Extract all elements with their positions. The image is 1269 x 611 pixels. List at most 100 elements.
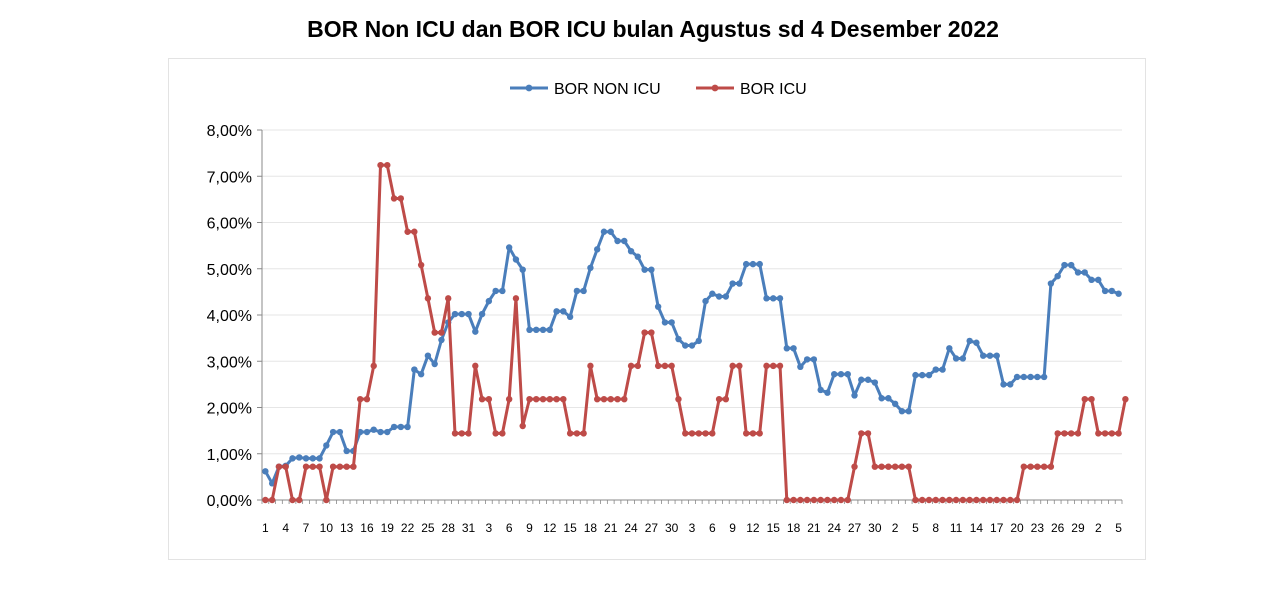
- x-tick-label: 2: [1095, 521, 1102, 535]
- data-point: [770, 362, 777, 370]
- data-point: [519, 266, 526, 273]
- data-point: [384, 161, 391, 169]
- data-point: [844, 496, 851, 504]
- data-point: [262, 496, 269, 504]
- data-point: [600, 228, 608, 235]
- data-point: [986, 496, 994, 504]
- data-point: [756, 430, 763, 437]
- data-point: [993, 352, 1000, 359]
- x-tick-label: 30: [868, 521, 882, 535]
- data-point: [919, 371, 926, 379]
- data-point: [898, 463, 906, 470]
- x-tick-label: 6: [506, 521, 513, 535]
- data-point: [932, 496, 939, 504]
- data-point: [363, 395, 371, 403]
- data-point: [262, 468, 269, 475]
- data-point: [912, 496, 919, 504]
- x-tick-label: 4: [282, 521, 289, 535]
- data-point: [451, 430, 459, 437]
- data-point: [939, 366, 946, 373]
- data-point: [519, 422, 526, 430]
- data-point: [1047, 463, 1055, 470]
- data-point: [505, 395, 513, 403]
- data-point: [607, 395, 614, 403]
- data-point: [560, 308, 567, 315]
- x-tick-label: 18: [584, 521, 598, 535]
- x-tick-label: 10: [320, 521, 334, 535]
- data-point: [871, 463, 879, 470]
- x-tick-label: 3: [689, 521, 696, 535]
- data-point: [282, 463, 289, 470]
- data-point: [715, 293, 723, 300]
- data-point: [1081, 269, 1088, 276]
- data-point: [634, 362, 642, 370]
- data-point: [925, 371, 933, 379]
- data-point: [702, 297, 709, 305]
- data-point: [864, 376, 872, 383]
- data-point: [878, 395, 885, 402]
- data-point: [614, 395, 621, 403]
- data-point: [390, 423, 398, 431]
- data-point: [472, 362, 479, 370]
- data-point: [641, 329, 648, 336]
- data-point: [289, 455, 296, 462]
- data-point: [709, 430, 716, 437]
- data-point: [587, 362, 594, 370]
- data-point: [790, 345, 797, 352]
- data-point: [749, 430, 757, 437]
- data-point: [499, 287, 506, 295]
- data-point: [451, 310, 459, 318]
- data-point: [702, 430, 709, 437]
- data-point: [614, 237, 621, 245]
- data-point: [397, 195, 405, 202]
- data-point: [763, 295, 770, 302]
- data-point: [296, 496, 303, 504]
- x-tick-label: 24: [828, 521, 842, 535]
- data-point: [336, 463, 344, 470]
- data-point: [973, 496, 980, 504]
- data-point: [485, 395, 493, 403]
- data-point: [682, 430, 689, 437]
- x-tick-label: 30: [665, 521, 679, 535]
- data-point: [993, 496, 1000, 504]
- data-point: [566, 430, 574, 437]
- data-point: [1061, 430, 1068, 437]
- data-point: [1027, 463, 1034, 470]
- series-bor-icu: [262, 161, 1129, 504]
- data-point: [492, 287, 499, 295]
- data-point: [417, 371, 425, 378]
- x-tick-label: 9: [526, 521, 533, 535]
- legend-item: BOR NON ICU: [510, 81, 661, 98]
- data-point: [323, 496, 330, 504]
- x-tick-label: 14: [970, 521, 984, 535]
- x-tick-label: 26: [1051, 521, 1065, 535]
- data-point: [573, 430, 581, 437]
- data-point: [634, 253, 642, 260]
- data-point: [1054, 272, 1061, 280]
- data-point: [404, 423, 411, 431]
- data-point: [763, 362, 770, 370]
- x-tick-label: 15: [563, 521, 577, 535]
- data-point: [390, 195, 398, 202]
- data-point: [783, 496, 791, 504]
- data-point: [905, 408, 912, 415]
- data-point: [973, 339, 980, 346]
- data-point: [499, 430, 506, 437]
- data-point: [831, 371, 838, 378]
- data-point: [979, 496, 987, 504]
- data-point: [329, 428, 337, 436]
- data-point: [411, 366, 418, 373]
- data-point: [729, 362, 736, 370]
- data-point: [851, 463, 858, 470]
- data-point: [1088, 276, 1095, 284]
- x-tick-label: 27: [645, 521, 659, 535]
- x-tick-label: 6: [709, 521, 716, 535]
- data-point: [560, 395, 567, 403]
- data-point: [1108, 287, 1116, 295]
- data-point: [627, 247, 635, 255]
- x-tick-label: 24: [624, 521, 638, 535]
- data-point: [377, 428, 384, 436]
- data-point: [952, 355, 960, 362]
- x-tick-label: 28: [442, 521, 456, 535]
